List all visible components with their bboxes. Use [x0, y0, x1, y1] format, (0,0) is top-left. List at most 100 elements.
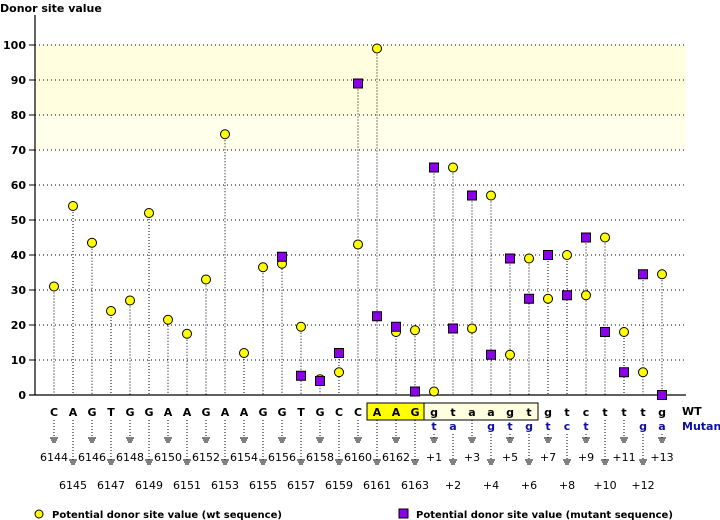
mutant-data-point — [296, 370, 306, 381]
wt-base: g — [430, 406, 438, 419]
wt-base: G — [277, 406, 286, 419]
wt-base: A — [69, 406, 78, 419]
legend-mutant-marker — [398, 508, 409, 519]
wt-base: t — [526, 406, 531, 419]
wt-data-point — [49, 281, 59, 292]
wt-data-point — [657, 269, 667, 280]
y-tick-label: 30 — [11, 284, 27, 297]
wt-base: A — [240, 406, 249, 419]
mutant-data-point — [448, 323, 458, 334]
position-label: +11 — [612, 451, 635, 464]
wt-base: g — [506, 406, 514, 419]
mutant-base: g — [639, 420, 647, 433]
position-label: +10 — [593, 479, 616, 492]
wt-base: G — [258, 406, 267, 419]
mutant-data-point — [543, 250, 553, 260]
y-tick-label: 20 — [11, 319, 27, 332]
mutant-base: t — [507, 420, 512, 433]
wt-data-point — [638, 367, 648, 378]
position-label: 6144 — [40, 451, 68, 464]
y-tick-label: 100 — [3, 39, 26, 52]
mutant-data-point — [467, 190, 477, 201]
wt-data-point — [334, 367, 344, 378]
mutant-data-point — [524, 293, 534, 304]
mutant-base: a — [449, 420, 456, 433]
mutant-base: g — [525, 420, 533, 433]
wt-base: C — [354, 406, 362, 419]
position-label: +1 — [426, 451, 442, 464]
wt-base: T — [297, 406, 305, 419]
position-label: 6161 — [363, 479, 391, 492]
wt-data-point — [619, 327, 629, 337]
wt-base: t — [450, 406, 455, 419]
wt-data-point — [429, 386, 439, 397]
wt-base: A — [373, 406, 382, 419]
wt-data-point — [296, 321, 306, 332]
y-tick-label: 0 — [18, 389, 26, 402]
position-label: 6156 — [268, 451, 296, 464]
wt-base: G — [410, 406, 419, 419]
wt-data-point — [125, 295, 135, 306]
wt-base: A — [164, 406, 173, 419]
y-tick-label: 60 — [11, 179, 27, 192]
y-tick-label: 70 — [11, 144, 27, 157]
position-label: +8 — [559, 479, 575, 492]
highlight-band — [36, 115, 686, 150]
position-label: 6153 — [211, 479, 239, 492]
wt-data-point — [239, 348, 249, 358]
wt-base: T — [107, 406, 115, 419]
wt-base: A — [183, 406, 192, 419]
position-label: 6160 — [344, 451, 372, 464]
position-label: 6146 — [78, 451, 106, 464]
position-label: 6149 — [135, 479, 163, 492]
position-label: +13 — [650, 451, 673, 464]
wt-base: C — [335, 406, 343, 419]
position-label: 6155 — [249, 479, 277, 492]
intron-box — [423, 402, 539, 421]
wt-data-point — [562, 250, 572, 260]
wt-data-point — [163, 314, 173, 325]
mutant-data-point — [315, 376, 325, 386]
wt-data-point — [87, 237, 97, 248]
wt-base: A — [392, 406, 401, 419]
wt-base: t — [602, 406, 607, 419]
mutant-base: t — [583, 420, 588, 433]
position-label: +3 — [464, 451, 480, 464]
position-label: 6147 — [97, 479, 125, 492]
mutant-row-label: Mutant — [682, 420, 720, 433]
position-label: 6159 — [325, 479, 353, 492]
wt-base: g — [544, 406, 552, 419]
mutant-base: g — [487, 420, 495, 433]
y-tick-label: 10 — [11, 354, 27, 367]
wt-data-point — [543, 293, 553, 304]
mutant-data-point — [277, 251, 287, 262]
wt-data-point — [144, 208, 154, 218]
position-label: 6157 — [287, 479, 315, 492]
position-label: 6158 — [306, 451, 334, 464]
mutant-data-point — [657, 390, 667, 400]
wt-data-point — [486, 190, 496, 201]
position-label: +2 — [445, 479, 461, 492]
wt-data-point — [258, 262, 268, 273]
wt-row-label: WT — [682, 405, 702, 418]
legend-wt-marker — [34, 509, 44, 519]
mutant-data-point — [619, 367, 629, 378]
mutant-data-point — [429, 162, 439, 173]
position-label: 6150 — [154, 451, 182, 464]
position-label: 6162 — [382, 451, 410, 464]
wt-data-point — [220, 129, 230, 140]
mutant-data-point — [410, 386, 420, 397]
position-label: 6152 — [192, 451, 220, 464]
wt-data-point — [467, 323, 477, 334]
y-axis-title: Donor site value — [0, 2, 102, 15]
wt-data-point — [372, 43, 382, 54]
mutant-data-point — [353, 78, 363, 89]
wt-base: G — [144, 406, 153, 419]
wt-base: g — [658, 406, 666, 419]
wt-base: G — [315, 406, 324, 419]
wt-base: G — [87, 406, 96, 419]
wt-data-point — [505, 349, 515, 360]
mutant-base: t — [545, 420, 550, 433]
mutant-data-point — [334, 348, 344, 358]
